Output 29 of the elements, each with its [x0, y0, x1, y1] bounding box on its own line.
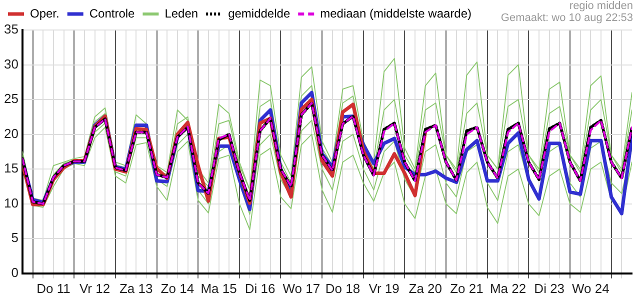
y-tick-label: 10 — [4, 195, 18, 210]
x-tick-label: Ma 15 — [200, 280, 237, 296]
legend-label: gemiddelde — [228, 6, 290, 20]
legend-label: Leden — [164, 6, 198, 20]
y-tick-label: 15 — [4, 160, 18, 176]
y-tick-label: 25 — [4, 91, 18, 106]
x-tick-label: Wo 24 — [572, 280, 610, 296]
legend-label: mediaan (middelste waarde) — [320, 6, 472, 20]
y-tick-label: 35 — [4, 22, 18, 37]
x-tick-label: Ma 22 — [490, 280, 526, 296]
y-tick-label: 5 — [11, 230, 18, 246]
x-tick-label: Di 16 — [244, 280, 276, 296]
legend-label: Oper. — [30, 6, 60, 20]
x-tick-label: Zo 21 — [450, 280, 484, 296]
y-tick-label: 20 — [4, 126, 18, 141]
x-tick-label: Di 23 — [534, 280, 565, 296]
x-tick-label: Za 20 — [408, 280, 442, 296]
x-tick-label: Do 11 — [36, 280, 70, 296]
x-tick-label: Do 18 — [325, 280, 360, 296]
x-tick-label: Zo 14 — [160, 280, 194, 296]
x-tick-label: Wo 17 — [282, 280, 320, 296]
legend-label: Controle — [89, 6, 136, 20]
text: Gemaakt: wo 10 aug 22:53 — [500, 12, 633, 24]
y-tick-label: 0 — [11, 264, 18, 280]
y-tick-label: 30 — [4, 56, 18, 72]
x-tick-label: Vr 12 — [79, 280, 110, 296]
text: regio midden — [568, 0, 633, 12]
x-tick-label: Vr 19 — [368, 280, 400, 296]
x-tick-label: Za 13 — [119, 280, 153, 296]
